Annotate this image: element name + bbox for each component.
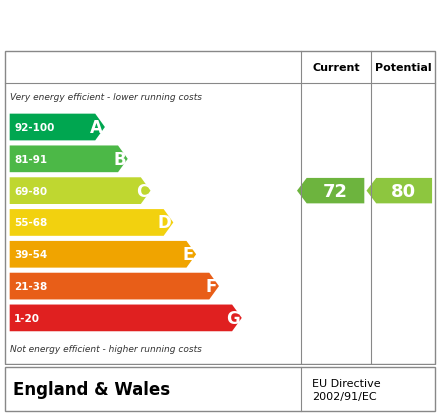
Polygon shape: [10, 114, 105, 141]
Text: Energy Efficiency Rating: Energy Efficiency Rating: [11, 15, 299, 35]
Text: EU Directive: EU Directive: [312, 378, 381, 388]
Text: 69-80: 69-80: [14, 186, 47, 196]
Text: Current: Current: [312, 63, 360, 73]
Text: Very energy efficient - lower running costs: Very energy efficient - lower running co…: [10, 93, 202, 102]
Text: Not energy efficient - higher running costs: Not energy efficient - higher running co…: [10, 344, 202, 353]
Text: Potential: Potential: [374, 63, 431, 73]
Text: D: D: [158, 214, 172, 232]
Text: 81-91: 81-91: [14, 154, 47, 164]
Polygon shape: [10, 178, 150, 204]
Text: B: B: [114, 150, 126, 169]
Text: E: E: [183, 246, 194, 263]
Text: C: C: [136, 182, 149, 200]
Text: 92-100: 92-100: [14, 123, 55, 133]
Text: 1-20: 1-20: [14, 313, 40, 323]
Polygon shape: [367, 178, 432, 204]
Polygon shape: [10, 241, 196, 268]
Text: England & Wales: England & Wales: [13, 380, 170, 398]
Text: A: A: [90, 119, 103, 137]
Polygon shape: [10, 305, 242, 332]
Text: F: F: [206, 278, 217, 295]
Text: 55-68: 55-68: [14, 218, 48, 228]
Text: 72: 72: [323, 182, 348, 200]
Text: 2002/91/EC: 2002/91/EC: [312, 392, 377, 401]
Polygon shape: [10, 209, 173, 236]
Polygon shape: [10, 273, 219, 300]
Text: G: G: [226, 309, 240, 327]
Polygon shape: [297, 178, 364, 204]
Text: 80: 80: [391, 182, 416, 200]
Text: 21-38: 21-38: [14, 281, 48, 292]
Text: 39-54: 39-54: [14, 250, 48, 260]
Polygon shape: [10, 146, 128, 173]
